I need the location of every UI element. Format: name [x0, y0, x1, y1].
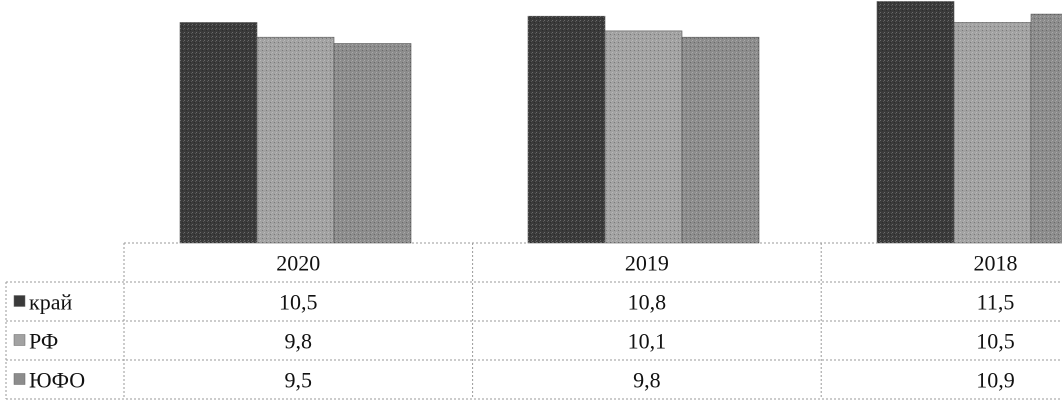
category-label-2020: 2020	[276, 251, 320, 276]
legend-swatch-РФ	[13, 334, 26, 346]
data-label-край-2019: 10,8	[628, 290, 667, 315]
data-label-ЮФО-2020: 9,5	[285, 368, 313, 393]
bar-texture	[334, 43, 411, 243]
bar-texture	[257, 37, 334, 244]
data-label-ЮФО-2018: 10,9	[976, 368, 1015, 393]
category-label-2018: 2018	[974, 251, 1018, 276]
bar-texture	[180, 22, 257, 243]
legend-label-РФ: РФ	[29, 329, 58, 354]
legend-label-край: край	[29, 290, 72, 315]
bar-texture	[954, 22, 1031, 243]
data-label-край-2020: 10,5	[279, 290, 318, 315]
bar-texture	[1031, 14, 1062, 243]
data-label-край-2018: 11,5	[977, 290, 1015, 315]
category-label-2019: 2019	[625, 251, 669, 276]
bar-texture	[877, 1, 954, 243]
bar-texture	[528, 16, 605, 244]
data-label-ЮФО-2019: 9,8	[633, 368, 661, 393]
data-table: 2020 2019 2018 край 10,5 10,8 11,5 РФ 9,8 10,1 10,…	[5, 242, 1062, 400]
bars-layer	[179, 1, 1062, 244]
legend-label-ЮФО: ЮФО	[29, 368, 85, 393]
data-label-РФ-2018: 10,5	[976, 329, 1015, 354]
data-label-РФ-2019: 10,1	[628, 329, 667, 354]
data-label-РФ-2020: 9,8	[285, 329, 313, 354]
legend-swatch-край	[13, 295, 26, 307]
bar-texture	[682, 37, 759, 244]
bar-texture	[605, 30, 682, 244]
legend-swatch-ЮФО	[13, 373, 26, 385]
